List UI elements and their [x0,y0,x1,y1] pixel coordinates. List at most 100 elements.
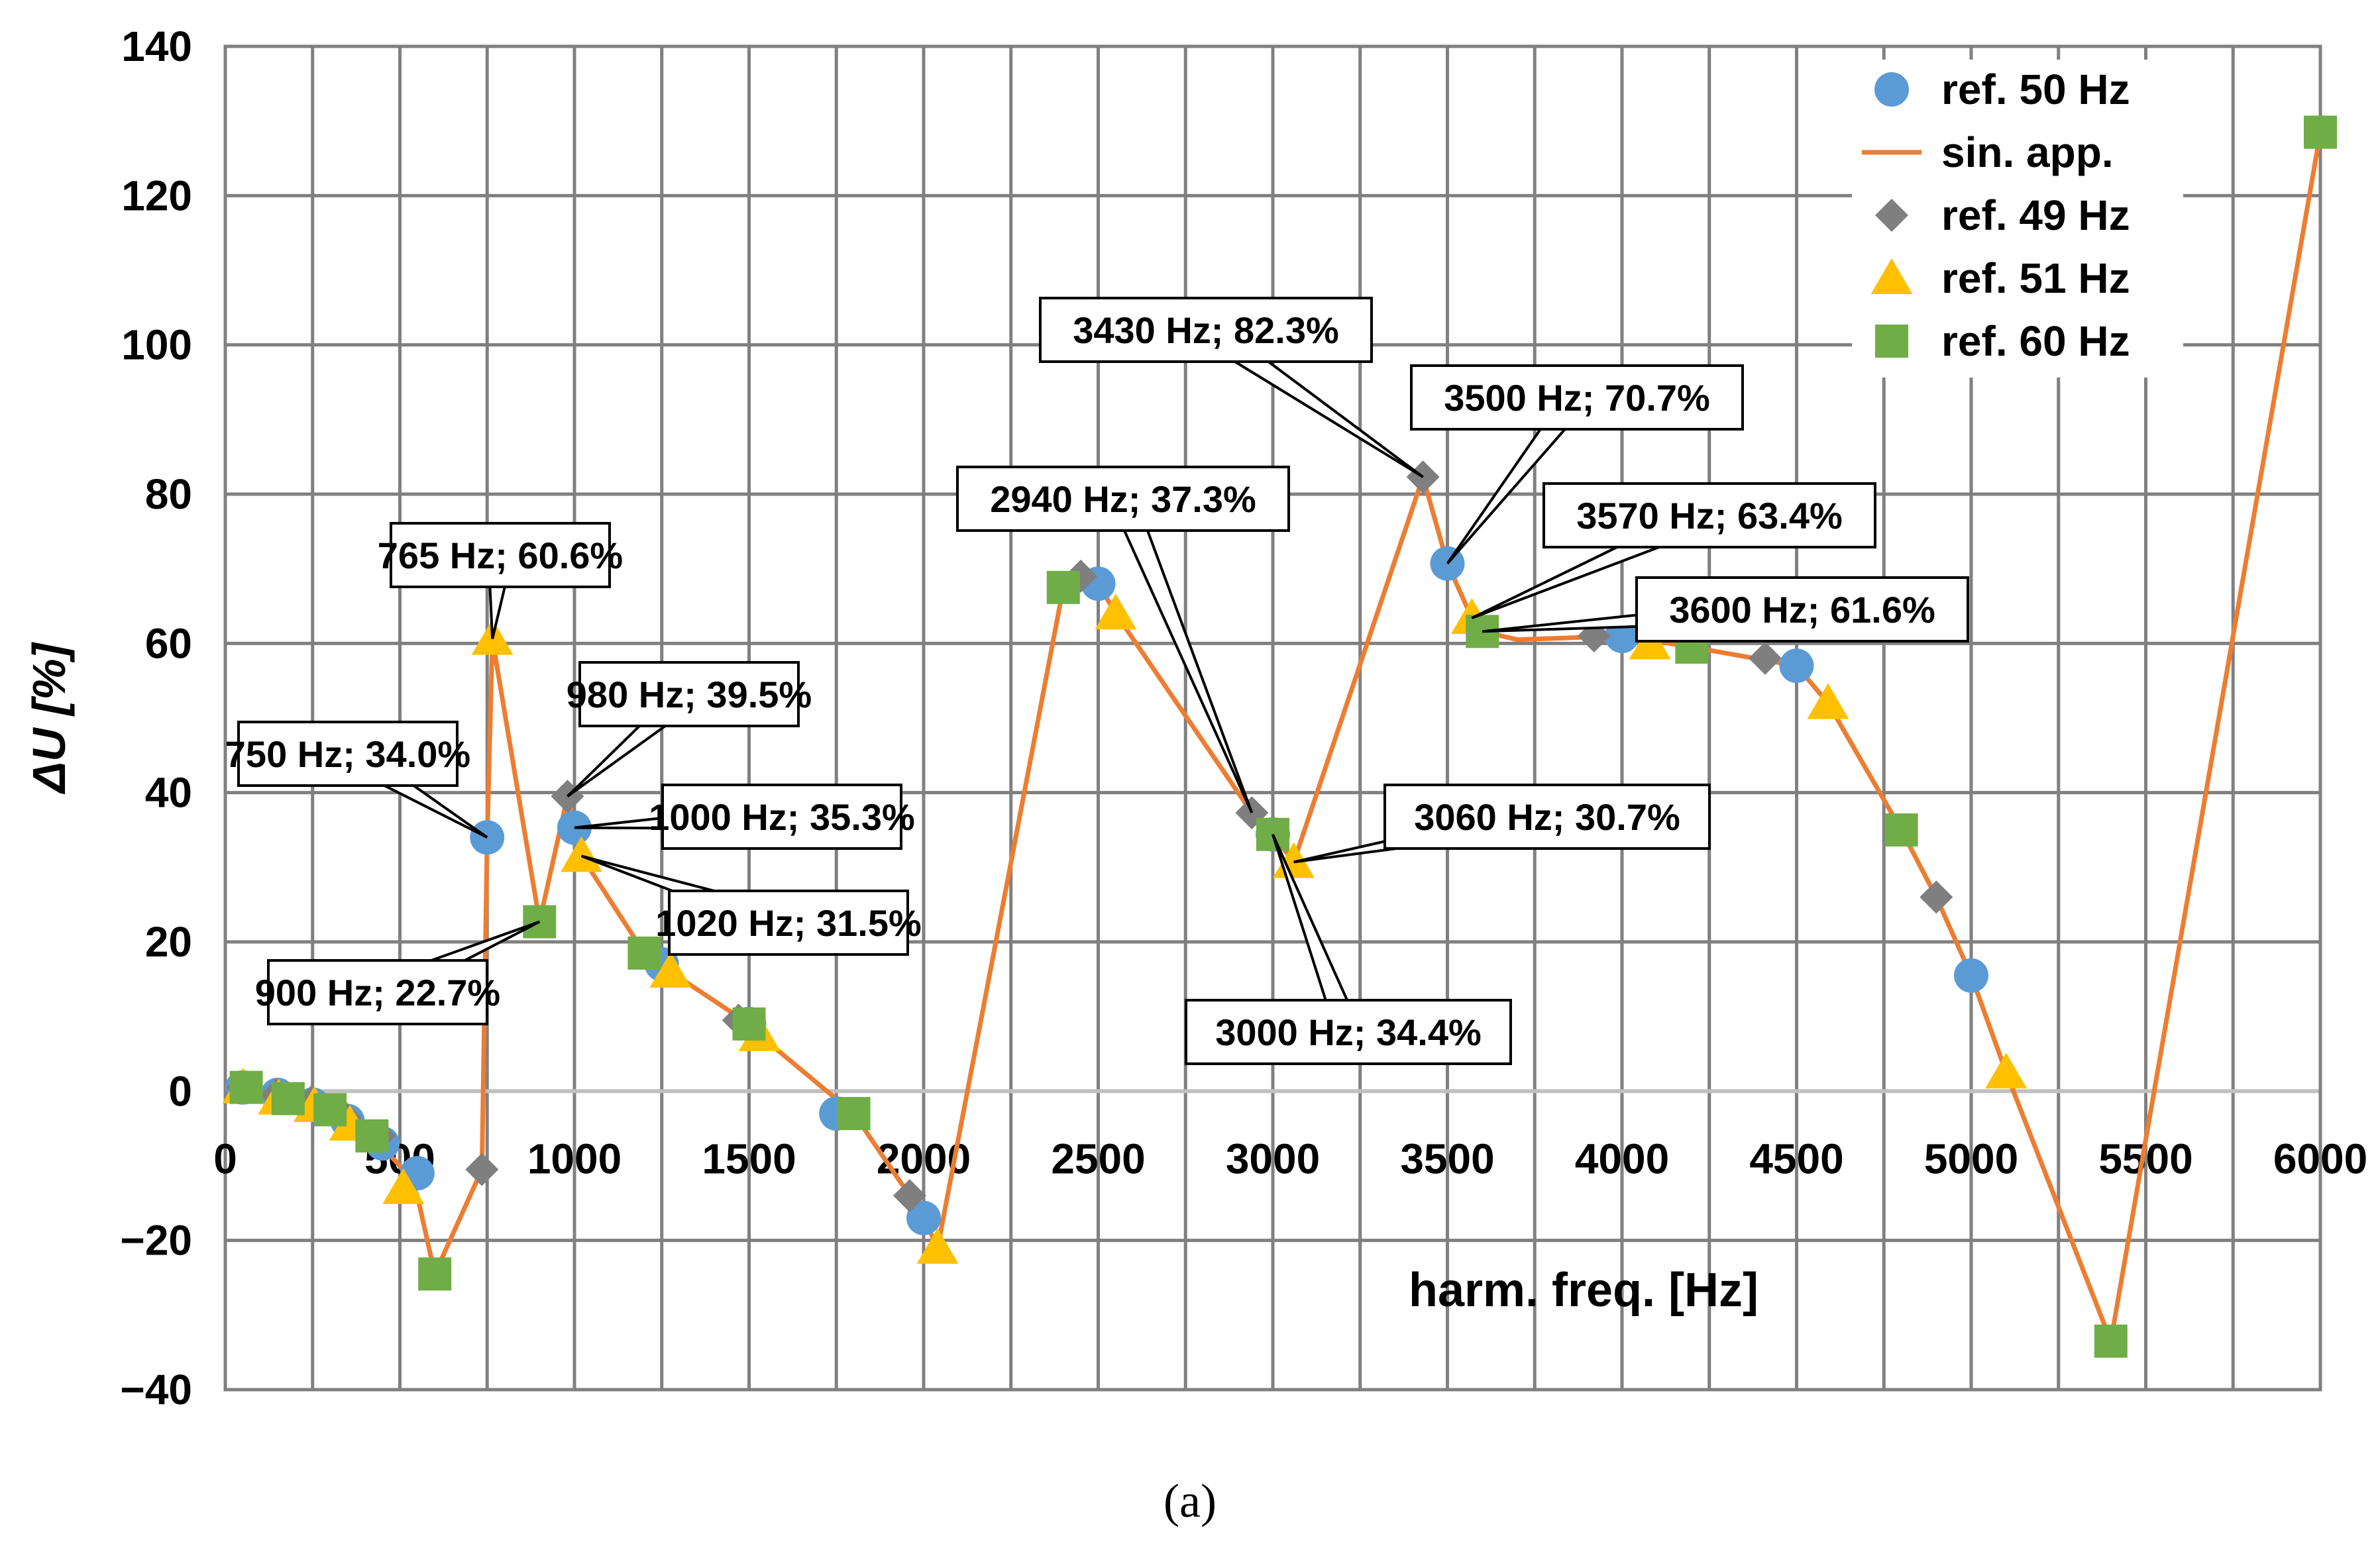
callout-box [578,661,800,727]
legend-item: ref. 49 Hz [1875,191,2130,239]
plot-frame [223,44,2322,1392]
callout-box [237,721,459,787]
callout: 765 Hz; 60.6% [378,522,623,640]
data-point [649,952,692,988]
data-point [1046,570,1080,604]
legend-item: ref. 51 Hz [1870,254,2130,302]
callout-box [1635,576,1969,642]
callout-label: 1000 Hz; 35.3% [649,796,915,838]
data-point [355,1119,389,1153]
y-axis-label: ΔU [%] [23,641,75,795]
data-point [1807,683,1849,719]
y-tick-label: 40 [145,769,192,817]
x-tick-label: 6000 [2273,1135,2367,1182]
callout-label: 3060 Hz; 30.7% [1414,796,1680,838]
x-tick-label: 5000 [1924,1135,2018,1182]
data-point [916,1227,959,1264]
callout: 3570 Hz; 63.4% [1471,482,1876,619]
callout-box [390,522,611,588]
legend-item: sin. app. [1862,128,2114,176]
callout: 1000 Hz; 35.3% [574,784,915,850]
callout-label: 1020 Hz; 31.5% [655,902,922,944]
x-tick-label: 3000 [1226,1135,1320,1182]
legend-label: sin. app. [1941,128,2114,176]
callout-label: 900 Hz; 22.7% [255,972,500,1013]
data-point [1985,1053,2028,1089]
data-point [313,1093,347,1127]
callout-label: 980 Hz; 39.5% [567,674,812,715]
callout-box [956,466,1290,532]
callout-label: 2940 Hz; 37.3% [990,478,1256,520]
x-tick-label: 4000 [1575,1135,1669,1182]
callout: 3500 Hz; 70.7% [1410,364,1744,565]
callout-label: 3500 Hz; 70.7% [1444,377,1710,419]
callout-box [267,959,488,1025]
data-point [627,936,661,970]
callout-label: 3430 Hz; 82.3% [1073,309,1339,351]
callout: 2940 Hz; 37.3% [956,466,1290,813]
legend-marker-swatch [1875,199,1908,232]
data-point [561,836,603,872]
x-tick-label: 1000 [527,1135,622,1182]
callout-box [1039,297,1373,363]
callout-label: 750 Hz; 34.0% [225,733,470,775]
data-point [2304,115,2337,149]
callout-label: 765 Hz; 60.6% [378,535,623,576]
data-point [892,1179,926,1213]
callouts: 750 Hz; 34.0% 765 Hz; 60.6% 900 Hz; 22.7% 9… [225,297,1969,1065]
data-point [418,1257,452,1291]
callout: 3060 Hz; 30.7% [1293,784,1711,864]
x-tick-label: 3500 [1400,1135,1494,1182]
callout-box [1410,364,1744,431]
data-point [229,1070,263,1104]
legend-label: ref. 50 Hz [1941,66,2130,113]
x-tick-label: 0 [213,1135,237,1182]
legend-item: ref. 60 Hz [1875,317,2130,365]
data-point [1095,593,1137,630]
x-tick-label: 2500 [1051,1135,1145,1182]
callout-box [1542,482,1876,548]
x-tick-label: 4500 [1749,1135,1843,1182]
data-point [837,1097,871,1131]
data-point [1884,813,1918,847]
grid [223,44,2322,1392]
y-tick-label: 140 [121,23,192,70]
callout: 900 Hz; 22.7% [255,920,541,1025]
data-point [465,1153,499,1186]
legend-label: ref. 49 Hz [1941,191,2130,239]
data-point [2094,1324,2128,1358]
callout: 980 Hz; 39.5% [567,661,812,797]
callout-box [661,784,902,850]
callout: 3430 Hz; 82.3% [1039,297,1424,478]
y-tick-label: 80 [145,470,192,518]
figure-caption: (a) [1163,1474,1217,1527]
callout-box [1383,784,1711,850]
legend: ref. 50 Hz sin. app. ref. 49 Hz ref. 51 Hz r… [1852,60,2183,378]
x-axis-label: harm. freq. [Hz] [1409,1264,1758,1317]
data-point [271,1082,305,1115]
y-tick-label: 20 [145,918,192,966]
x-tick-label: 1500 [702,1135,796,1182]
callout-label: 3570 Hz; 63.4% [1576,495,1843,537]
callout-label: 3600 Hz; 61.6% [1669,589,1935,631]
y-tick-label: −20 [120,1217,192,1264]
callout-box [1185,999,1512,1065]
y-tick-label: −40 [120,1366,192,1414]
legend-item: ref. 50 Hz [1874,66,2130,113]
y-tick-label: 0 [168,1067,192,1115]
data-point [1779,648,1814,684]
y-tick-label: 60 [145,619,192,667]
legend-marker-swatch [1875,325,1908,358]
callout: 1020 Hz; 31.5% [580,854,922,956]
data-point [1920,880,1953,914]
callout: 750 Hz; 34.0% [225,721,488,839]
data-point [732,1007,766,1041]
callout-box [668,890,909,956]
legend-marker-swatch [1870,258,1913,294]
y-tick-label: 120 [121,172,192,219]
legend-label: ref. 60 Hz [1941,317,2130,365]
callout-label: 3000 Hz; 34.4% [1215,1011,1482,1053]
legend-marker-swatch [1874,72,1909,107]
